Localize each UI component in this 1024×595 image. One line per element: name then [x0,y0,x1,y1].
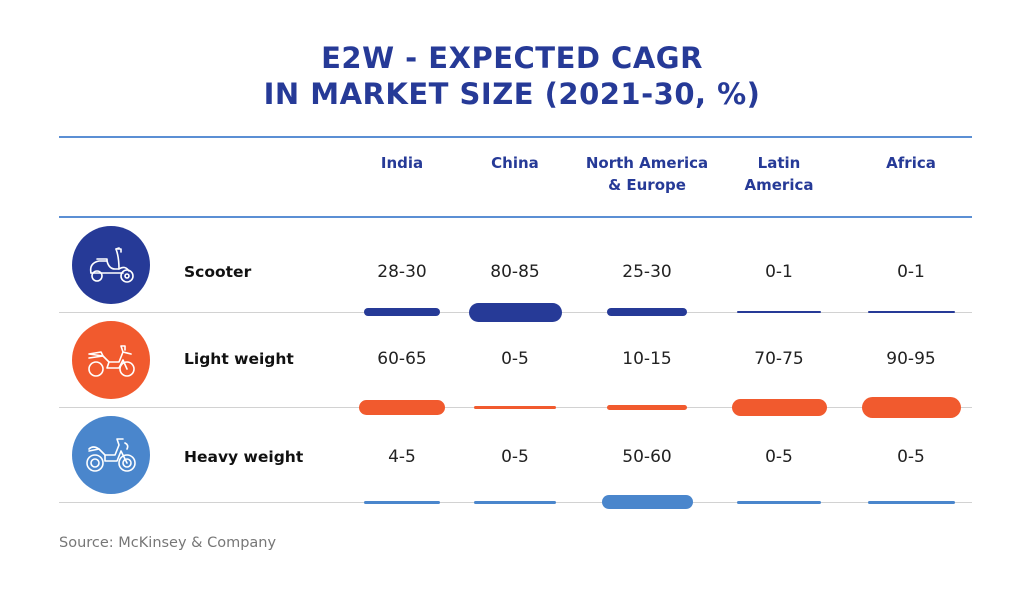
value-label: 0-5 [501,349,529,369]
light-motorcycle-icon [72,321,150,399]
title-line-1: E2W - EXPECTED CAGR [321,41,703,75]
cagr-bar [737,311,821,313]
value-label: 0-1 [765,262,793,282]
value-label: 50-60 [622,447,672,467]
cagr-bar [607,404,687,410]
row-label: Scooter [184,263,252,281]
column-header: Latin America [709,152,849,196]
column-header-line: America [744,176,814,194]
column-header-line: North America [585,154,709,172]
heavy-motorcycle-icon [72,416,150,494]
cagr-bar [861,396,961,418]
cagr-bar [737,500,821,504]
header-top-rule [59,136,972,138]
value-label: 0-5 [765,447,793,467]
scooter-icon [72,226,150,304]
cagr-bar [468,302,562,322]
column-header-line: Latin [757,154,801,172]
header-bottom-rule [59,216,972,218]
source-note: Source: McKinsey & Company [59,535,277,551]
row-label: Heavy weight [184,448,304,466]
value-label: 28-30 [377,262,427,282]
column-header-line: China [491,154,539,172]
column-header-line: India [380,154,424,172]
title-line-2: IN MARKET SIZE (2021-30, %) [263,77,761,111]
value-label: 90-95 [886,349,936,369]
cagr-bar [474,500,556,504]
cagr-bar [474,405,556,409]
value-label: 0-5 [897,447,925,467]
value-label: 10-15 [622,349,672,369]
column-header: North America & Europe [577,152,717,196]
row-label: Light weight [184,350,294,368]
column-header-line: Africa [886,154,936,172]
cagr-bar [867,500,955,504]
value-label: 25-30 [622,262,672,282]
value-label: 60-65 [377,349,427,369]
cagr-bar [607,308,687,316]
column-header-line: & Europe [608,176,686,194]
cagr-bar [867,311,955,313]
column-header: Africa [841,152,981,174]
value-label: 4-5 [388,447,416,467]
value-label: 0-5 [501,447,529,467]
cagr-bar [364,500,440,504]
column-header: China [445,152,585,174]
column-header: India [332,152,472,174]
cagr-bar [601,495,693,509]
cagr-bar [731,398,827,416]
cagr-bar [364,308,440,316]
value-label: 80-85 [490,262,540,282]
value-label: 70-75 [754,349,804,369]
chart-title: E2W - EXPECTED CAGR IN MARKET SIZE (2021… [0,40,1024,112]
value-label: 0-1 [897,262,925,282]
cagr-bar [359,399,445,415]
